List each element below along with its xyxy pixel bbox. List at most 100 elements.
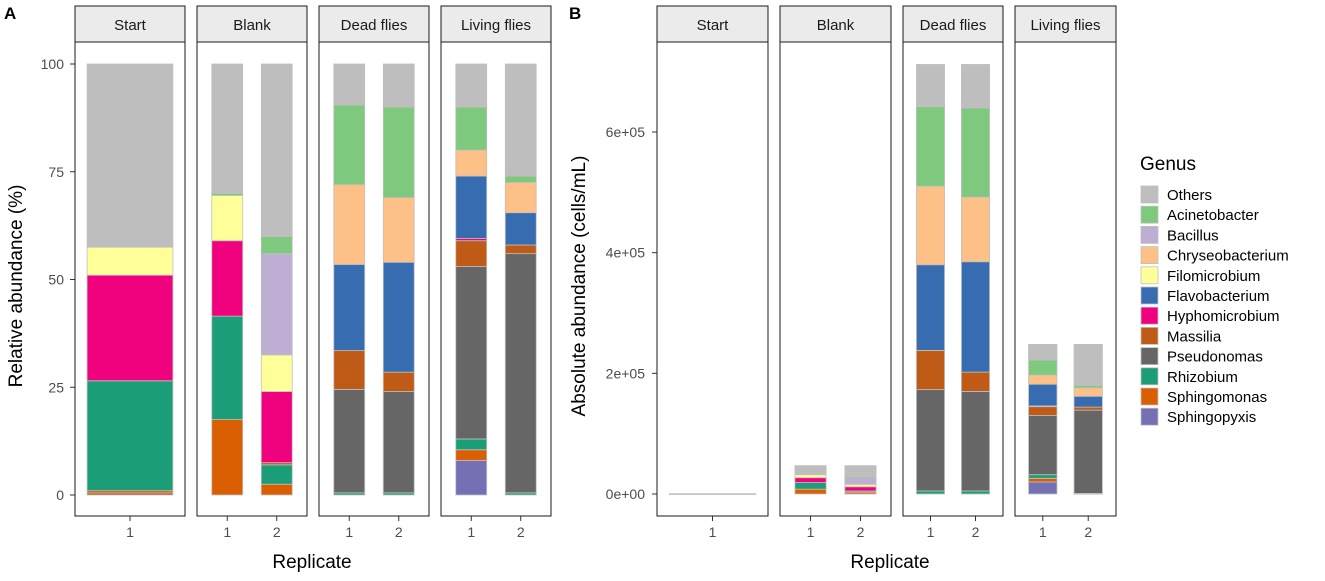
- bar-segment-rhizobium: [916, 490, 945, 495]
- facet-strip: [196, 5, 308, 43]
- bar-segment-sphingomonas: [211, 419, 244, 496]
- bar-segment-sphingomonas: [455, 449, 488, 461]
- x-tick-label: 1: [1039, 524, 1047, 540]
- bar-replicate-1: [1028, 343, 1058, 495]
- legend-swatch: [1140, 185, 1159, 204]
- bar-segment-others: [86, 63, 174, 248]
- bar-segment-chryseobacterium: [916, 185, 945, 266]
- bar-segment-flavobacterium: [916, 264, 945, 351]
- bar-replicate-1: [668, 493, 757, 495]
- facet-strip-label: Dead flies: [341, 17, 408, 34]
- facet-living-flies: Living flies 1 2: [440, 5, 552, 540]
- facet-dead-flies: Dead flies 1 2: [318, 5, 430, 540]
- bar-segment-massilia: [961, 371, 990, 392]
- x-tick-label: 1: [223, 524, 231, 540]
- x-tick-label: 2: [1084, 524, 1092, 540]
- bar-segment-flavobacterium: [455, 175, 488, 239]
- facet-start: Start 1: [656, 5, 769, 540]
- bar-segment-massilia: [1028, 406, 1058, 416]
- bar-replicate-1: [86, 63, 174, 496]
- bar-segment-rhizobium: [961, 490, 990, 495]
- legend-swatch: [1140, 407, 1159, 426]
- legend-label: Sphingomonas: [1167, 389, 1267, 406]
- legend-title: Genus: [1140, 154, 1196, 175]
- bar-segment-others: [455, 63, 488, 108]
- x-tick-label: 1: [126, 524, 134, 540]
- bar-replicate-1: [455, 63, 488, 496]
- legend-item: Others: [1140, 185, 1212, 204]
- panel-label: B: [569, 4, 581, 23]
- facet-panel-border: [196, 41, 308, 517]
- bar-segment-rhizobium: [1028, 474, 1058, 479]
- legend-label: Bacillus: [1167, 227, 1219, 244]
- facet-plot-area: [657, 42, 768, 516]
- bar-segment-others: [382, 63, 415, 108]
- legend-swatch: [1140, 205, 1159, 224]
- y-axis-label: Absolute abundance (cells/mL): [569, 156, 590, 417]
- bar-segment-flavobacterium: [1073, 395, 1103, 408]
- bar-segment-rhizobium: [260, 464, 293, 485]
- legend-label: Rhizobium: [1167, 369, 1238, 386]
- bar-segment-massilia: [916, 350, 945, 391]
- facet-panel-border: [656, 41, 769, 517]
- bar-replicate-1: [794, 465, 827, 495]
- legend-label: Flavobacterium: [1167, 288, 1270, 305]
- y-tick-label: 50: [48, 272, 64, 288]
- bar-segment-chryseobacterium: [333, 184, 366, 265]
- facet-living-flies: Living flies 1 2: [1014, 5, 1117, 540]
- legend-label: Massilia: [1167, 328, 1222, 345]
- facet-panel-border: [74, 41, 186, 517]
- bar-segment-acinetobacter: [260, 235, 293, 255]
- bar-segment-others: [961, 64, 990, 109]
- legend-item: Massilia: [1140, 326, 1222, 345]
- y-tick-label: 6e+05: [606, 124, 646, 140]
- x-tick-label: 2: [972, 524, 980, 540]
- facet-panel-border: [779, 41, 892, 517]
- bar-segment-filomicrobium: [86, 246, 174, 276]
- bar-replicate-1: [333, 63, 366, 496]
- bar-segment-acinetobacter: [333, 104, 366, 186]
- bar-segment-others: [844, 465, 877, 477]
- legend-label: Sphingopyxis: [1167, 409, 1256, 426]
- bar-segment-acinetobacter: [504, 175, 537, 183]
- legend-swatch: [1140, 225, 1159, 244]
- bar-segment-acinetobacter: [1028, 359, 1058, 376]
- bar-segment-filomicrobium: [260, 354, 293, 392]
- legend-label: Chryseobacterium: [1167, 248, 1289, 265]
- y-axis-label: Relative abundance (%): [6, 185, 27, 388]
- facet-strip: [902, 5, 1004, 43]
- bar-segment-massilia: [333, 350, 366, 390]
- bar-segment-acinetobacter: [916, 106, 945, 187]
- bar-segment-others: [794, 465, 827, 476]
- bar-segment-flavobacterium: [1028, 383, 1058, 407]
- legend-swatch: [1140, 286, 1159, 305]
- x-tick-label: 2: [273, 524, 281, 540]
- legend-label: Pseudonomas: [1167, 349, 1263, 366]
- bar-segment-chryseobacterium: [382, 197, 415, 263]
- facet-plot-area: [780, 42, 891, 516]
- bar-segment-flavobacterium: [504, 212, 537, 246]
- legend-item: Bacillus: [1140, 225, 1219, 244]
- bar-replicate-2: [382, 63, 415, 496]
- bar-segment-flavobacterium: [382, 261, 415, 373]
- legend: Genus Others Acinetobacter Bacillus Chryseob…: [1140, 154, 1289, 426]
- panel-label: A: [4, 4, 16, 23]
- legend-swatch: [1140, 347, 1159, 366]
- bar-segment-others: [333, 63, 366, 106]
- legend-item: Filomicrobium: [1140, 266, 1260, 285]
- bar-segment-sphingomonas: [260, 483, 293, 496]
- y-tick-label: 25: [48, 379, 64, 395]
- bar-segment-massilia: [455, 240, 488, 267]
- y-tick-label: 4e+05: [606, 245, 646, 261]
- x-tick-label: 2: [517, 524, 525, 540]
- bar-segment-hyphomicrobium: [211, 240, 244, 317]
- bar-replicate-2: [961, 64, 990, 495]
- bar-segment-bacillus: [844, 477, 877, 485]
- bar-segment-rhizobium: [86, 380, 174, 492]
- facet-strip: [440, 5, 552, 43]
- legend-item: Hyphomicrobium: [1140, 306, 1280, 325]
- bar-segment-pseudonomas: [504, 253, 537, 494]
- x-axis-label: Replicate: [850, 552, 929, 573]
- bar-segment-flavobacterium: [961, 261, 990, 373]
